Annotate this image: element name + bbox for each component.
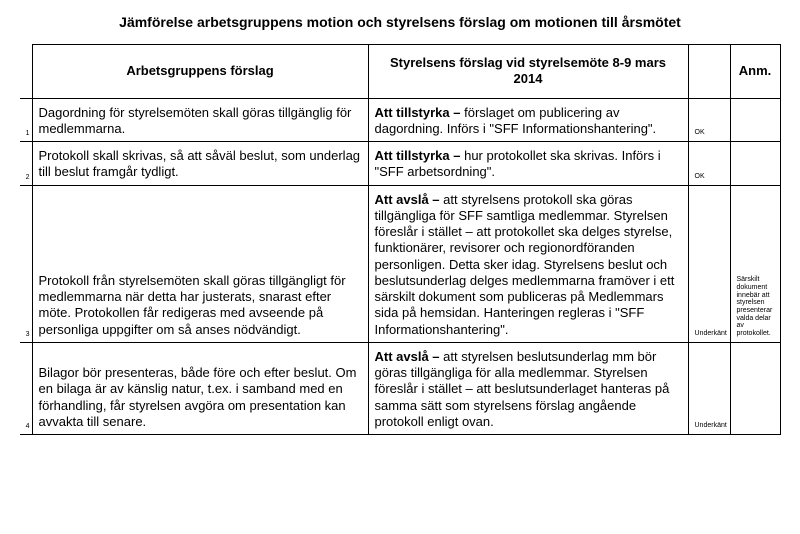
cell-note — [730, 342, 780, 434]
cell-board: Att avslå – att styrelsens protokoll ska… — [368, 185, 688, 342]
comparison-table: Arbetsgruppens förslag Styrelsens försla… — [20, 44, 781, 435]
cell-workgroup: Dagordning för styrelsemöten skall göras… — [32, 98, 368, 142]
cell-board: Att avslå – att styrelsen beslutsunderla… — [368, 342, 688, 434]
header-col1: Arbetsgruppens förslag — [32, 45, 368, 99]
cell-board: Att tillstyrka – hur protokollet ska skr… — [368, 142, 688, 186]
cell-note — [730, 142, 780, 186]
cell-status: Underkänt — [688, 185, 730, 342]
row-number: 2 — [20, 142, 32, 186]
table-body: 1Dagordning för styrelsemöten skall göra… — [20, 98, 780, 435]
decision-label: Att tillstyrka – — [375, 105, 461, 120]
table-row: 4Bilagor bör presenteras, både före och … — [20, 342, 780, 434]
cell-workgroup: Bilagor bör presenteras, både före och e… — [32, 342, 368, 434]
header-col2: Styrelsens förslag vid styrelsemöte 8-9 … — [368, 45, 688, 99]
decision-label: Att tillstyrka – — [375, 148, 461, 163]
header-col3 — [688, 45, 730, 99]
cell-status: Underkänt — [688, 342, 730, 434]
row-number: 3 — [20, 185, 32, 342]
page-title: Jämförelse arbetsgruppens motion och sty… — [20, 14, 780, 30]
decision-text: att styrelsens protokoll ska göras tillg… — [375, 192, 675, 337]
cell-workgroup: Protokoll skall skrivas, så att såväl be… — [32, 142, 368, 186]
cell-workgroup: Protokoll från styrelsemöten skall göras… — [32, 185, 368, 342]
cell-note — [730, 98, 780, 142]
cell-status: OK — [688, 98, 730, 142]
table-row: 1Dagordning för styrelsemöten skall göra… — [20, 98, 780, 142]
row-number: 4 — [20, 342, 32, 434]
table-row: 2Protokoll skall skrivas, så att såväl b… — [20, 142, 780, 186]
row-number: 1 — [20, 98, 32, 142]
cell-board: Att tillstyrka – förslaget om publicerin… — [368, 98, 688, 142]
cell-status: OK — [688, 142, 730, 186]
header-num — [20, 45, 32, 99]
decision-label: Att avslå – — [375, 192, 440, 207]
header-col4: Anm. — [730, 45, 780, 99]
table-row: 3Protokoll från styrelsemöten skall göra… — [20, 185, 780, 342]
cell-note: Särskilt dokument innebär att styrelsen … — [730, 185, 780, 342]
decision-label: Att avslå – — [375, 349, 440, 364]
